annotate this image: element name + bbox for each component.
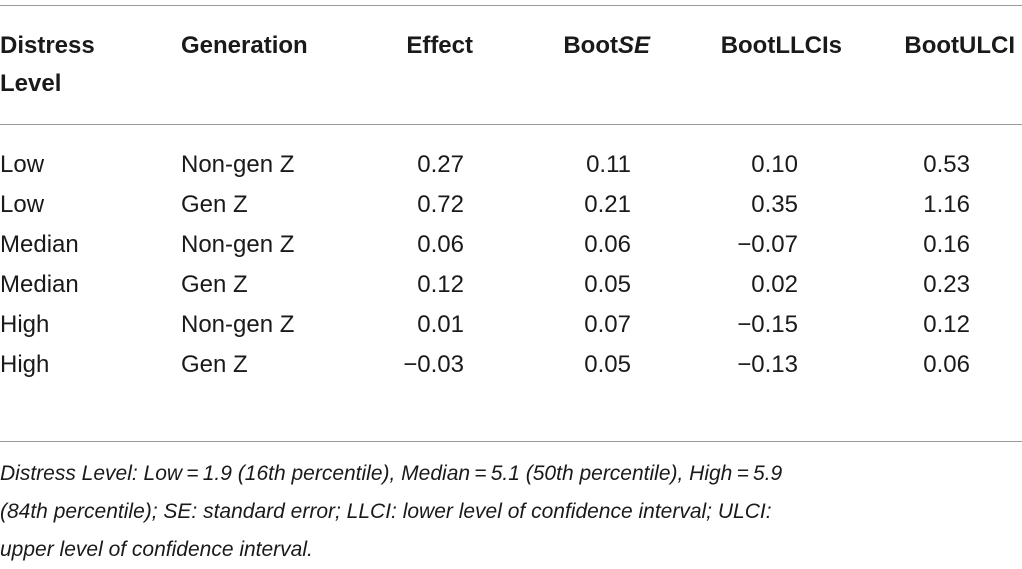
cell-level: Median xyxy=(0,231,79,258)
table-footnote: Distress Level: Low = 1.9 (16th percenti… xyxy=(0,455,1010,569)
cell-ulci: 0.12 xyxy=(923,311,970,338)
cell-ulci: 1.16 xyxy=(923,191,970,218)
header-bootse-prefix: Boot xyxy=(563,32,618,59)
cell-effect: 0.27 xyxy=(417,151,464,178)
cell-effect: 0.01 xyxy=(417,311,464,338)
cell-llci: −0.15 xyxy=(737,311,798,338)
cell-ulci: 0.23 xyxy=(923,271,970,298)
table-bottom-rule xyxy=(0,441,1022,442)
cell-generation: Gen Z xyxy=(181,191,248,218)
header-distress-line1: Distress xyxy=(0,32,95,59)
cell-generation: Gen Z xyxy=(181,271,248,298)
cell-level: Median xyxy=(0,271,79,298)
header-bootllcis: BootLLCIs xyxy=(720,32,842,59)
cell-bootse: 0.21 xyxy=(584,191,631,218)
footnote-line2: (84th percentile); SE: standard error; L… xyxy=(0,500,772,523)
header-bootse: BootSE xyxy=(500,27,650,65)
header-generation: Generation xyxy=(181,32,308,59)
cell-generation: Non-gen Z xyxy=(181,311,295,338)
header-bootulci: BootULCI xyxy=(904,32,1015,59)
cell-llci: 0.35 xyxy=(751,191,798,218)
cell-generation: Non-gen Z xyxy=(181,151,295,178)
cell-llci: 0.10 xyxy=(751,151,798,178)
cell-bootse: 0.05 xyxy=(584,271,631,298)
header-distress-level: Distress Level xyxy=(0,27,95,103)
footnote-line1: Distress Level: Low = 1.9 (16th percenti… xyxy=(0,462,783,485)
cell-effect: 0.12 xyxy=(417,271,464,298)
cell-ulci: 0.16 xyxy=(923,231,970,258)
cell-bootse: 0.07 xyxy=(584,311,631,338)
cell-effect: 0.72 xyxy=(417,191,464,218)
cell-llci: −0.13 xyxy=(737,351,798,378)
cell-ulci: 0.53 xyxy=(923,151,970,178)
cell-llci: 0.02 xyxy=(751,271,798,298)
table-header-rule xyxy=(0,124,1022,125)
cell-bootse: 0.11 xyxy=(586,151,631,178)
cell-bootse: 0.06 xyxy=(584,231,631,258)
table-top-rule xyxy=(0,5,1022,6)
cell-ulci: 0.06 xyxy=(923,351,970,378)
header-effect: Effect xyxy=(406,32,473,59)
cell-llci: −0.07 xyxy=(737,231,798,258)
cell-level: Low xyxy=(0,151,45,178)
cell-generation: Non-gen Z xyxy=(181,231,295,258)
cell-bootse: 0.05 xyxy=(584,351,631,378)
cell-effect: −0.03 xyxy=(403,351,464,378)
header-distress-line2: Level xyxy=(0,70,62,97)
cell-generation: Gen Z xyxy=(181,351,248,378)
cell-level: High xyxy=(0,351,50,378)
header-bootse-italic: SE xyxy=(617,32,650,59)
cell-level: High xyxy=(0,311,50,338)
cell-level: Low xyxy=(0,191,45,218)
cell-effect: 0.06 xyxy=(417,231,464,258)
footnote-line3: upper level of confidence interval. xyxy=(0,538,313,561)
